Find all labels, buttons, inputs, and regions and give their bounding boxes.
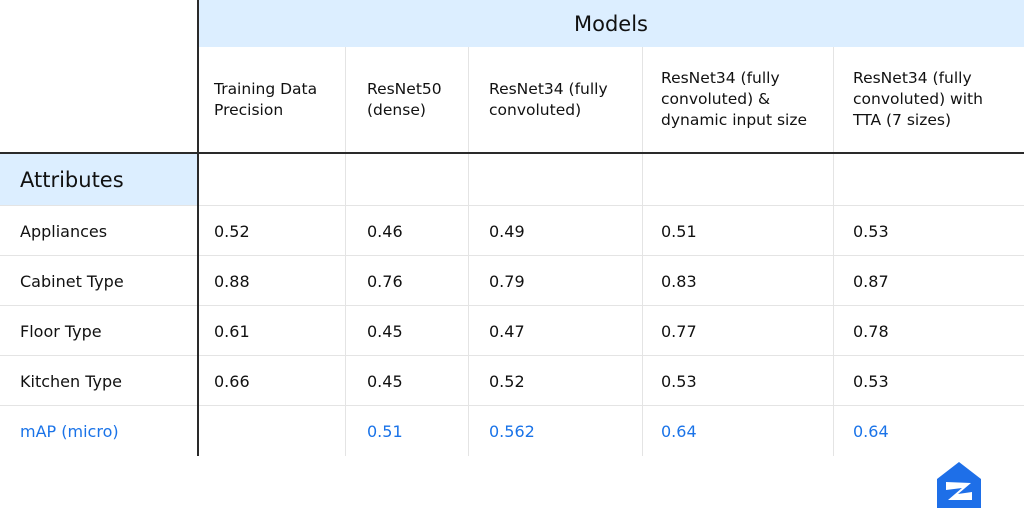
row-separator [0, 355, 1024, 356]
column-header-resnet34-fully-convoluted: ResNet34 (fully convoluted) [489, 79, 608, 119]
row-separator [0, 205, 1024, 206]
table-cell: 0.53 [853, 221, 889, 241]
table-cell: 0.76 [367, 271, 403, 291]
row-separator [0, 255, 1024, 256]
column-header-resnet34-dynamic-input: ResNet34 (fully convoluted) & dynamic in… [661, 69, 808, 129]
map-cell: 0.51 [367, 421, 403, 441]
table-cell: 0.45 [367, 371, 403, 391]
table-cell: 0.87 [853, 271, 889, 291]
row-label: Floor Type [20, 321, 102, 341]
table-cell: 0.52 [214, 221, 250, 241]
row-label: Appliances [20, 221, 108, 241]
row-label: Kitchen Type [20, 371, 122, 391]
column-header-resnet50-dense: ResNet50 (dense) [367, 79, 442, 119]
attributes-title: Attributes [20, 167, 124, 192]
column-separator [345, 47, 346, 456]
table-cell: 0.47 [489, 321, 525, 341]
table-cell: 0.49 [489, 221, 525, 241]
table-cell: 0.53 [661, 371, 697, 391]
column-separator [833, 47, 834, 456]
table-cell: 0.78 [853, 321, 889, 341]
header-rule-vertical [197, 0, 199, 456]
table-cell: 0.77 [661, 321, 697, 341]
models-title: Models [574, 11, 648, 36]
map-cell: 0.562 [489, 421, 535, 441]
house-logo-icon [937, 462, 981, 508]
column-separator [468, 47, 469, 456]
table-cell: 0.66 [214, 371, 250, 391]
table-cell: 0.88 [214, 271, 250, 291]
table-cell: 0.52 [489, 371, 525, 391]
map-row-label: mAP (micro) [20, 421, 119, 441]
column-header-resnet34-tta: ResNet34 (fully convoluted) with TTA (7 … [853, 69, 983, 129]
table-cell: 0.51 [661, 221, 697, 241]
map-cell: 0.64 [661, 421, 697, 441]
attributes-header-band [0, 153, 198, 206]
row-separator [0, 405, 1024, 406]
map-cell: 0.64 [853, 421, 889, 441]
table-cell: 0.83 [661, 271, 697, 291]
models-header-band [198, 0, 1024, 47]
table-cell: 0.79 [489, 271, 525, 291]
column-header-training-data-precision: Training Data Precision [214, 79, 318, 119]
column-separator [642, 47, 643, 456]
table-cell: 0.61 [214, 321, 250, 341]
table-cell: 0.45 [367, 321, 403, 341]
table-cell: 0.53 [853, 371, 889, 391]
row-separator [0, 305, 1024, 306]
table-cell: 0.46 [367, 221, 403, 241]
header-rule-horizontal [0, 152, 1024, 154]
row-label: Cabinet Type [20, 271, 124, 291]
